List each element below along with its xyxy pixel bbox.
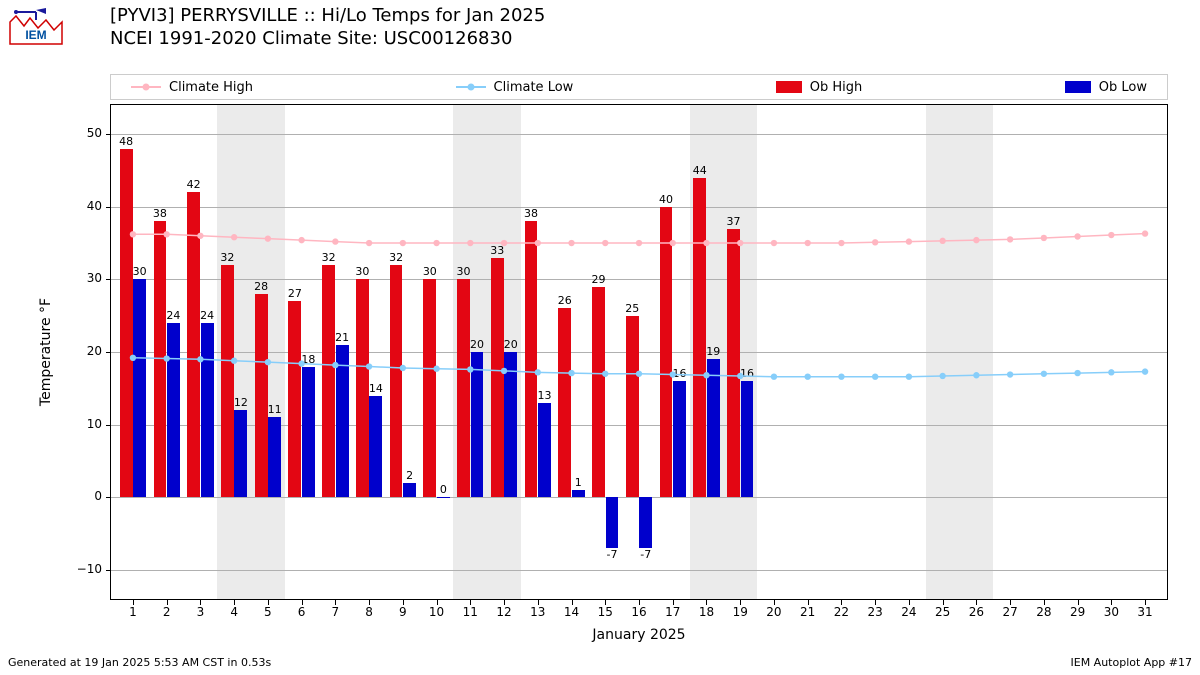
footer-app: IEM Autoplot App #17 — [1071, 656, 1193, 669]
x-tick-label: 8 — [365, 605, 373, 619]
y-tick-label: 10 — [70, 417, 102, 431]
title-line-2: NCEI 1991-2020 Climate Site: USC00126830 — [110, 28, 512, 49]
x-tick-label: 14 — [564, 605, 579, 619]
climate-low-line — [111, 105, 1167, 599]
x-tick-label: 2 — [163, 605, 171, 619]
legend-ob-low: Ob Low — [1065, 80, 1147, 95]
footer-generated: Generated at 19 Jan 2025 5:53 AM CST in … — [8, 656, 271, 669]
x-tick-label: 22 — [834, 605, 849, 619]
x-tick-label: 17 — [665, 605, 680, 619]
x-axis-label: January 2025 — [592, 627, 685, 643]
legend-label: Climate Low — [494, 80, 574, 95]
x-tick-label: 27 — [1002, 605, 1017, 619]
x-tick-label: 23 — [868, 605, 883, 619]
legend-swatch-icon — [1065, 81, 1091, 93]
x-tick-label: 9 — [399, 605, 407, 619]
x-tick-label: 21 — [800, 605, 815, 619]
x-tick-label: 1 — [129, 605, 137, 619]
x-tick-label: 31 — [1137, 605, 1152, 619]
y-tick-label: 50 — [70, 126, 102, 140]
legend-climate-high: Climate High — [131, 80, 253, 95]
x-tick-label: 15 — [598, 605, 613, 619]
y-tick-label: 0 — [70, 489, 102, 503]
svg-text:IEM: IEM — [25, 28, 46, 42]
legend: Climate High Climate Low Ob High Ob Low — [110, 74, 1168, 100]
iem-logo: IEM — [6, 6, 66, 48]
x-tick-label: 25 — [935, 605, 950, 619]
y-tick-label: 40 — [70, 199, 102, 213]
plot-area: January 2025 123456789101112131415161718… — [110, 104, 1168, 600]
x-tick-label: 10 — [429, 605, 444, 619]
x-tick-label: 19 — [733, 605, 748, 619]
legend-label: Ob Low — [1099, 80, 1147, 95]
chart-title: [PYVI3] PERRYSVILLE :: Hi/Lo Temps for J… — [110, 5, 545, 50]
y-tick-label: 30 — [70, 271, 102, 285]
x-tick-label: 6 — [298, 605, 306, 619]
x-tick-label: 5 — [264, 605, 272, 619]
x-tick-label: 26 — [969, 605, 984, 619]
legend-swatch-icon — [776, 81, 802, 93]
x-tick-label: 20 — [766, 605, 781, 619]
x-tick-label: 11 — [463, 605, 478, 619]
legend-label: Climate High — [169, 80, 253, 95]
x-tick-label: 29 — [1070, 605, 1085, 619]
y-axis-label: Temperature °F — [38, 298, 54, 406]
legend-line-icon — [131, 86, 161, 88]
y-tick-label: 20 — [70, 344, 102, 358]
x-tick-label: 18 — [699, 605, 714, 619]
x-tick-label: 12 — [496, 605, 511, 619]
legend-label: Ob High — [810, 80, 863, 95]
x-tick-label: 3 — [197, 605, 205, 619]
x-tick-label: 24 — [901, 605, 916, 619]
legend-line-icon — [456, 86, 486, 88]
x-tick-label: 28 — [1036, 605, 1051, 619]
x-tick-label: 16 — [631, 605, 646, 619]
title-line-1: [PYVI3] PERRYSVILLE :: Hi/Lo Temps for J… — [110, 5, 545, 26]
x-tick-label: 30 — [1104, 605, 1119, 619]
legend-climate-low: Climate Low — [456, 80, 574, 95]
y-tick-label: −10 — [70, 562, 102, 576]
x-tick-label: 13 — [530, 605, 545, 619]
x-tick-label: 7 — [332, 605, 340, 619]
legend-ob-high: Ob High — [776, 80, 863, 95]
x-tick-label: 4 — [230, 605, 238, 619]
